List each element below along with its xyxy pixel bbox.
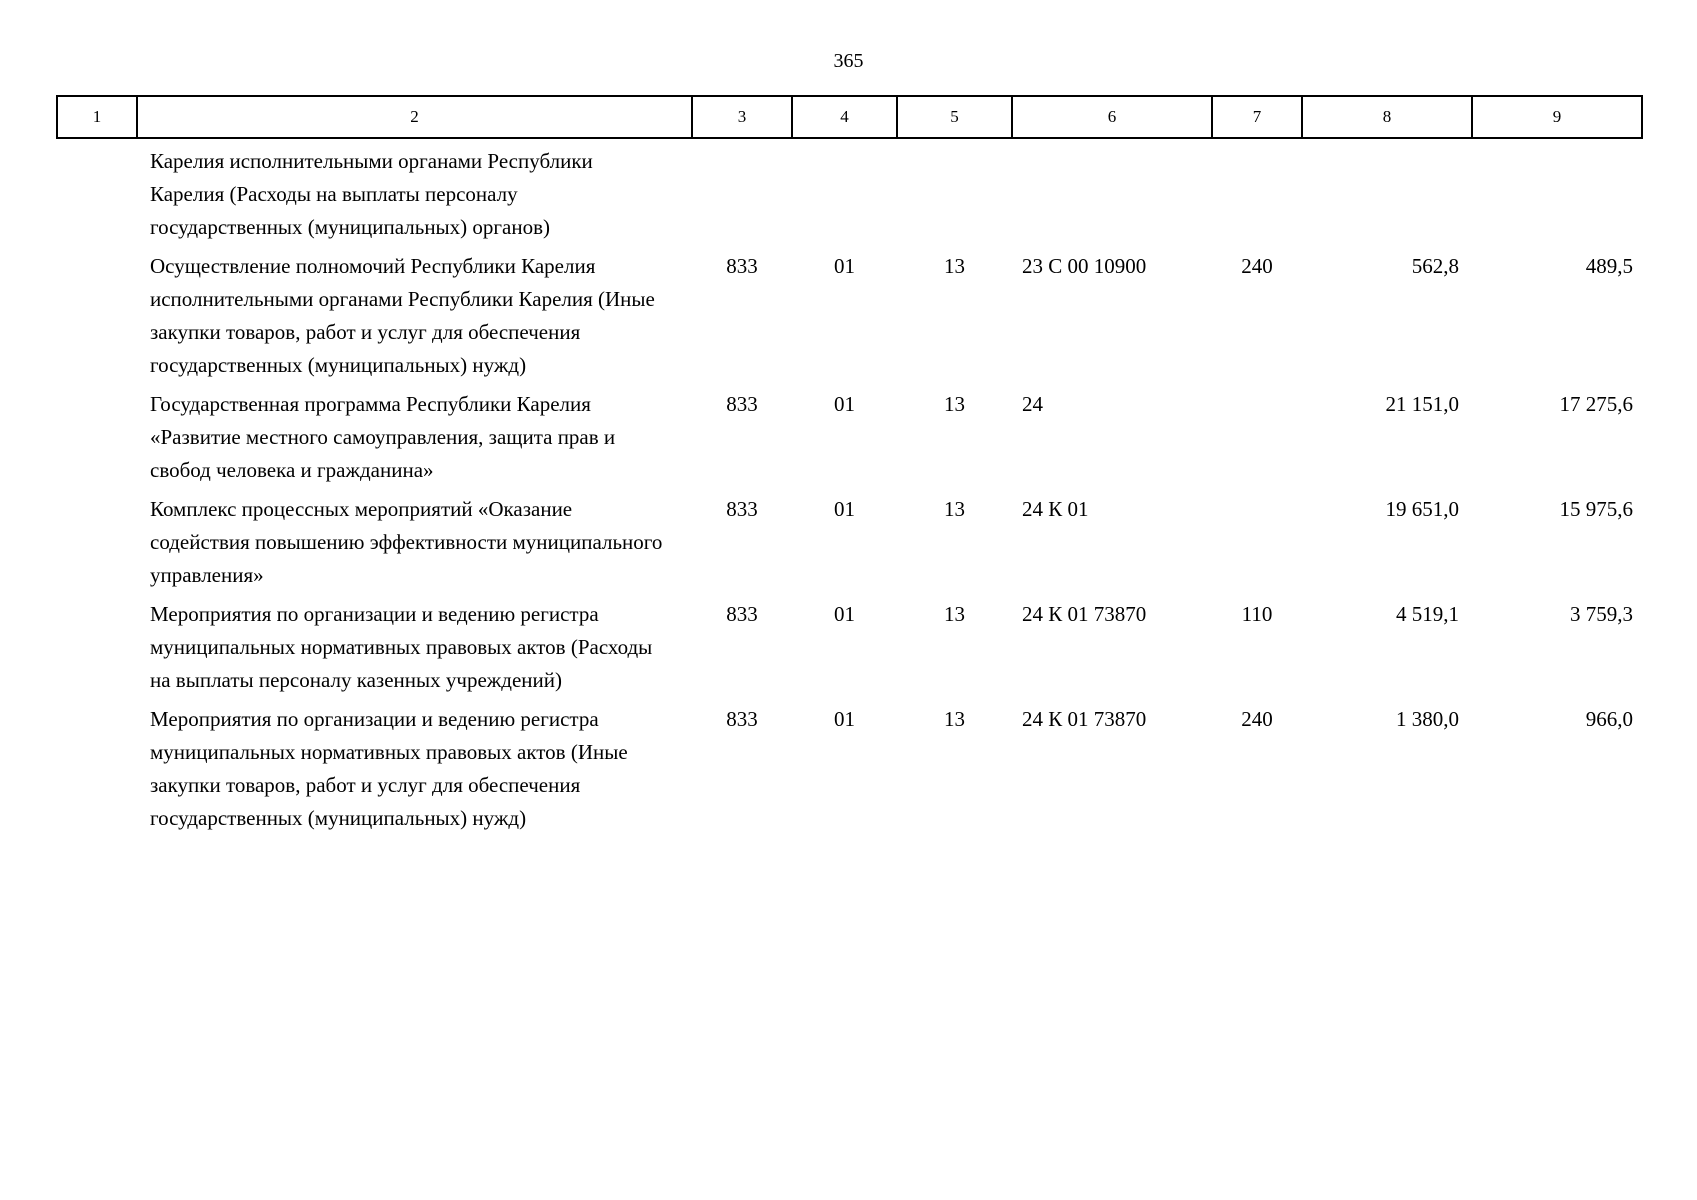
table-body: Карелия исполнительными органами Республ… [57,138,1642,835]
cell-amount-1 [1302,138,1472,244]
cell-subsection-code: 13 [944,254,965,278]
cell-name: Карелия исполнительными органами Республ… [150,149,593,239]
cell-amount-1: 4 519,1 [1396,602,1459,626]
cell-target-item-code: 23 С 00 10900 [1022,254,1147,278]
table-header-row: 1 2 3 4 5 6 7 8 9 [56,95,1643,139]
cell-number [57,487,137,592]
cell-number [57,138,137,244]
cell-amount-2: 17 275,6 [1559,392,1634,416]
cell-target-item-code [1012,138,1212,244]
cell-amount-1: 19 651,0 [1385,497,1460,521]
cell-number [57,697,137,835]
table-header: 1 2 3 4 5 6 7 8 9 [56,95,1643,139]
column-header-8: 8 [1301,95,1473,139]
cell-amount-2: 15 975,6 [1559,497,1634,521]
cell-expense-type-code [1212,138,1302,244]
cell-section-code: 01 [834,392,855,416]
cell-expense-type-code: 240 [1241,707,1273,731]
budget-table: 1 2 3 4 5 6 7 8 9 Карелия исполнительным… [56,95,1643,835]
table-row: Комплекс процессных мероприятий «Оказани… [57,487,1642,592]
table-row: Осуществление полномочий Республики Каре… [57,244,1642,382]
cell-grbs-code: 833 [726,254,758,278]
cell-grbs-code: 833 [726,707,758,731]
cell-name: Комплекс процессных мероприятий «Оказани… [150,497,663,587]
cell-expense-type-code: 110 [1241,602,1273,626]
cell-name: Мероприятия по организации и ведению рег… [150,707,628,830]
cell-amount-1: 1 380,0 [1396,707,1459,731]
cell-expense-type-code: 240 [1241,254,1273,278]
cell-number [57,382,137,487]
cell-subsection-code [897,138,1012,244]
cell-amount-2: 966,0 [1585,707,1633,731]
table-row: Государственная программа Республики Кар… [57,382,1642,487]
cell-subsection-code: 13 [944,707,965,731]
cell-expense-type-code [1212,382,1302,487]
table-row: Мероприятия по организации и ведению рег… [57,592,1642,697]
cell-expense-type-code [1212,487,1302,592]
cell-amount-2: 489,5 [1585,254,1633,278]
cell-target-item-code: 24 К 01 73870 [1022,707,1147,731]
cell-grbs-code: 833 [726,497,758,521]
column-header-5: 5 [896,95,1013,139]
cell-target-item-code: 24 К 01 73870 [1022,602,1147,626]
cell-subsection-code: 13 [944,602,965,626]
cell-target-item-code: 24 К 01 [1022,497,1089,521]
cell-number [57,592,137,697]
cell-amount-2: 3 759,3 [1570,602,1633,626]
column-header-4: 4 [791,95,898,139]
page-number: 365 [833,50,864,72]
cell-amount-1: 562,8 [1411,254,1459,278]
cell-number [57,244,137,382]
cell-section-code: 01 [834,707,855,731]
column-header-1: 1 [56,95,138,139]
column-header-3: 3 [691,95,793,139]
column-header-6: 6 [1011,95,1213,139]
table-row: Мероприятия по организации и ведению рег… [57,697,1642,835]
cell-subsection-code: 13 [944,497,965,521]
cell-section-code: 01 [834,497,855,521]
cell-section-code: 01 [834,254,855,278]
cell-grbs-code: 833 [726,392,758,416]
cell-name: Государственная программа Республики Кар… [150,392,616,482]
column-header-7: 7 [1211,95,1303,139]
column-header-2: 2 [136,95,693,139]
cell-section-code: 01 [834,602,855,626]
cell-amount-2 [1472,138,1642,244]
cell-amount-1: 21 151,0 [1385,392,1460,416]
column-header-9: 9 [1471,95,1643,139]
cell-grbs-code: 833 [726,602,758,626]
cell-grbs-code [692,138,792,244]
cell-name: Мероприятия по организации и ведению рег… [150,602,653,692]
cell-section-code [792,138,897,244]
table-row: Карелия исполнительными органами Республ… [57,138,1642,244]
cell-target-item-code: 24 [1022,392,1043,416]
cell-name: Осуществление полномочий Республики Каре… [150,254,655,377]
cell-subsection-code: 13 [944,392,965,416]
